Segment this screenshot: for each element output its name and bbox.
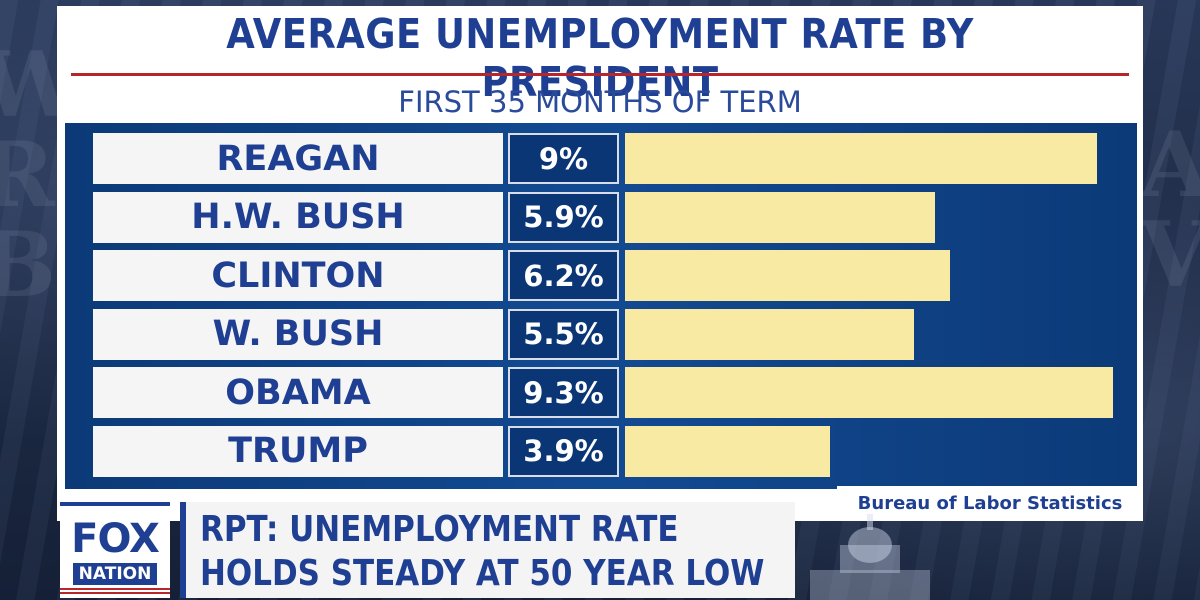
category-label: H.W. BUSH [93, 191, 503, 243]
value-label: 9.3% [508, 367, 619, 418]
headline-line-1: RPT: UNEMPLOYMENT RATE [200, 509, 679, 550]
category-label: W. BUSH [93, 308, 503, 360]
value-label: 6.2% [508, 250, 619, 301]
category-label: OBAMA [93, 367, 503, 418]
category-label: CLINTON [93, 250, 503, 301]
value-label: 5.5% [508, 308, 619, 360]
bar-row: OBAMA 9.3% [65, 367, 1137, 418]
bar-row: H.W. BUSH 5.9% [65, 191, 1137, 243]
bar-row: TRUMP 3.9% [65, 425, 1137, 477]
title-divider [71, 73, 1129, 76]
bar [625, 191, 935, 243]
bar [625, 425, 830, 477]
headline-banner: RPT: UNEMPLOYMENT RATE HOLDS STEADY AT 5… [180, 502, 795, 598]
bar [625, 308, 914, 360]
fox-nation-logo: FOX NATION [60, 502, 170, 598]
category-label: REAGAN [93, 133, 503, 184]
bar-row: W. BUSH 5.5% [65, 308, 1137, 360]
bar-plot-area: REAGAN 9% H.W. BUSH 5.9% CLINTON 6.2% W. BUSH 5… [65, 123, 1137, 489]
category-label: TRUMP [93, 425, 503, 477]
chart-subtitle: FIRST 35 MONTHS OF TERM [398, 85, 802, 119]
bar [625, 250, 951, 301]
capitol-building-icon [810, 514, 930, 600]
logo-fox-text: FOX [71, 515, 160, 562]
bar-row: CLINTON 6.2% [65, 250, 1137, 301]
bar-row: REAGAN 9% [65, 133, 1137, 184]
value-label: 3.9% [508, 425, 619, 477]
value-label: 9% [508, 133, 619, 184]
source-credit: Bureau of Labor Statistics [837, 486, 1143, 521]
headline-line-2: HOLDS STEADY AT 50 YEAR LOW [200, 553, 765, 594]
logo-nation-text: NATION [72, 562, 158, 586]
chart-title: AVERAGE UNEMPLOYMENT RATE BY PRESIDENT [226, 10, 974, 106]
chart-card: AVERAGE UNEMPLOYMENT RATE BY PRESIDENT F… [57, 6, 1143, 521]
bar [625, 367, 1113, 418]
bar [625, 133, 1098, 184]
value-label: 5.9% [508, 191, 619, 243]
logo-stripes [60, 588, 170, 596]
